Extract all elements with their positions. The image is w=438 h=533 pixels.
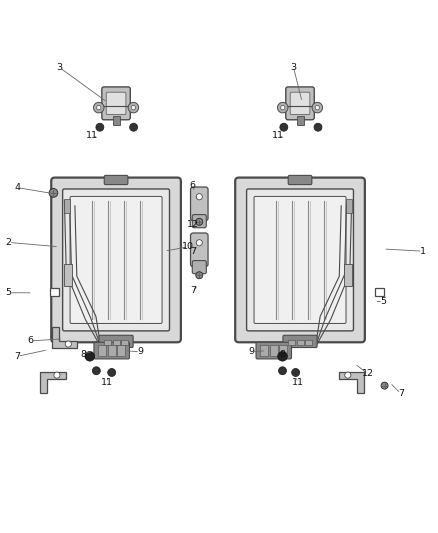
Bar bbox=[270, 345, 278, 356]
Circle shape bbox=[312, 102, 322, 113]
Bar bbox=[375, 287, 384, 296]
Bar bbox=[113, 116, 120, 125]
FancyBboxPatch shape bbox=[283, 335, 317, 348]
Text: 2: 2 bbox=[6, 238, 12, 247]
Bar bbox=[64, 264, 72, 286]
Text: 6: 6 bbox=[28, 336, 34, 345]
Text: 11: 11 bbox=[86, 131, 98, 140]
Circle shape bbox=[280, 123, 288, 131]
FancyBboxPatch shape bbox=[288, 175, 312, 184]
Bar bbox=[117, 345, 125, 356]
Circle shape bbox=[196, 193, 202, 200]
Circle shape bbox=[96, 123, 104, 131]
Bar bbox=[104, 340, 111, 345]
Circle shape bbox=[65, 341, 71, 347]
FancyBboxPatch shape bbox=[290, 92, 310, 115]
Bar bbox=[98, 345, 106, 356]
Polygon shape bbox=[52, 327, 77, 348]
Circle shape bbox=[278, 351, 287, 361]
Circle shape bbox=[94, 102, 104, 113]
Bar bbox=[344, 264, 352, 286]
FancyBboxPatch shape bbox=[254, 197, 346, 324]
Circle shape bbox=[85, 351, 95, 361]
Bar bbox=[50, 287, 59, 296]
Circle shape bbox=[279, 367, 286, 375]
Text: 7: 7 bbox=[190, 247, 196, 256]
Text: 4: 4 bbox=[14, 183, 21, 192]
Bar bbox=[121, 340, 128, 345]
FancyBboxPatch shape bbox=[192, 215, 206, 228]
FancyBboxPatch shape bbox=[94, 342, 130, 359]
Text: 3: 3 bbox=[290, 63, 297, 72]
FancyBboxPatch shape bbox=[286, 87, 314, 120]
Bar bbox=[113, 340, 120, 345]
Text: 7: 7 bbox=[14, 352, 21, 361]
Circle shape bbox=[196, 240, 202, 246]
FancyBboxPatch shape bbox=[99, 335, 133, 348]
FancyBboxPatch shape bbox=[191, 233, 208, 266]
Text: 7: 7 bbox=[190, 286, 196, 295]
Circle shape bbox=[278, 102, 288, 113]
FancyBboxPatch shape bbox=[51, 177, 181, 342]
Circle shape bbox=[108, 368, 116, 376]
Circle shape bbox=[315, 106, 320, 110]
Circle shape bbox=[49, 189, 58, 197]
Circle shape bbox=[54, 372, 60, 378]
Bar bbox=[346, 199, 352, 213]
Circle shape bbox=[281, 106, 285, 110]
Bar bbox=[297, 116, 304, 125]
Text: 5: 5 bbox=[6, 288, 12, 297]
FancyBboxPatch shape bbox=[106, 92, 126, 115]
Text: 6: 6 bbox=[190, 181, 196, 190]
Text: 8: 8 bbox=[279, 350, 286, 359]
Text: 11: 11 bbox=[101, 378, 113, 387]
Bar bbox=[288, 340, 295, 345]
FancyBboxPatch shape bbox=[191, 187, 208, 221]
Polygon shape bbox=[40, 372, 66, 393]
Text: 12: 12 bbox=[187, 220, 199, 229]
Circle shape bbox=[196, 272, 203, 279]
Text: 1: 1 bbox=[420, 247, 426, 256]
FancyBboxPatch shape bbox=[102, 87, 131, 120]
Text: 8: 8 bbox=[80, 350, 86, 359]
Bar bbox=[297, 340, 304, 345]
Text: 11: 11 bbox=[272, 131, 284, 140]
FancyBboxPatch shape bbox=[192, 261, 206, 274]
Text: 3: 3 bbox=[56, 63, 62, 72]
Polygon shape bbox=[339, 372, 364, 393]
Text: 10: 10 bbox=[182, 243, 194, 251]
Circle shape bbox=[131, 106, 136, 110]
Text: 7: 7 bbox=[398, 389, 404, 398]
Text: 9: 9 bbox=[137, 348, 143, 357]
Text: 5: 5 bbox=[380, 297, 386, 306]
Circle shape bbox=[314, 123, 322, 131]
FancyBboxPatch shape bbox=[256, 342, 291, 359]
Text: 9: 9 bbox=[249, 348, 255, 357]
Circle shape bbox=[292, 368, 300, 376]
Circle shape bbox=[381, 382, 388, 389]
FancyBboxPatch shape bbox=[63, 189, 170, 331]
Circle shape bbox=[128, 102, 138, 113]
Bar bbox=[260, 345, 268, 356]
FancyBboxPatch shape bbox=[235, 177, 365, 342]
Text: 12: 12 bbox=[362, 369, 374, 378]
Bar bbox=[305, 340, 312, 345]
Bar bbox=[64, 199, 70, 213]
Circle shape bbox=[130, 123, 138, 131]
Circle shape bbox=[345, 372, 351, 378]
Circle shape bbox=[196, 219, 203, 225]
Circle shape bbox=[96, 106, 101, 110]
Bar bbox=[108, 345, 116, 356]
Circle shape bbox=[92, 367, 100, 375]
FancyBboxPatch shape bbox=[104, 175, 128, 184]
Text: 11: 11 bbox=[292, 378, 304, 387]
Bar bbox=[279, 345, 287, 356]
FancyBboxPatch shape bbox=[247, 189, 353, 331]
FancyBboxPatch shape bbox=[70, 197, 162, 324]
